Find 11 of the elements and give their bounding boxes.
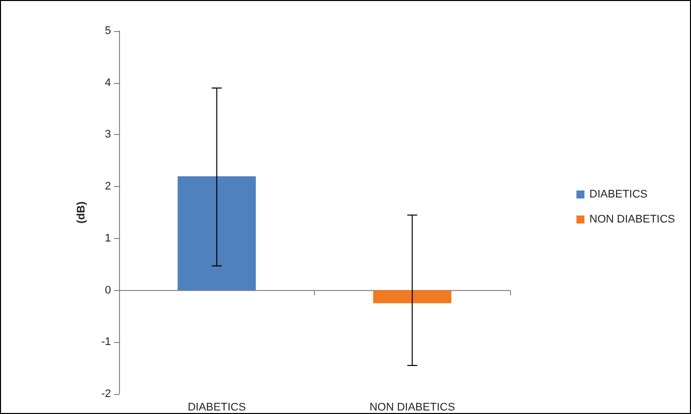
y-tick-label: 1 [104, 232, 111, 244]
legend-label: NON DIABETICS [589, 214, 676, 226]
y-axis-title: (dB) [76, 201, 88, 224]
y-tick-label: -1 [101, 336, 111, 348]
y-tick-label: -2 [101, 388, 111, 400]
y-tick-label: 3 [104, 128, 111, 141]
y-tick-label: 5 [104, 25, 111, 37]
legend-label: DIABETICS [589, 188, 648, 200]
y-tick-label: 2 [104, 180, 111, 193]
y-tick-label: 0 [104, 284, 111, 296]
y-tick-label: 4 [104, 76, 111, 89]
